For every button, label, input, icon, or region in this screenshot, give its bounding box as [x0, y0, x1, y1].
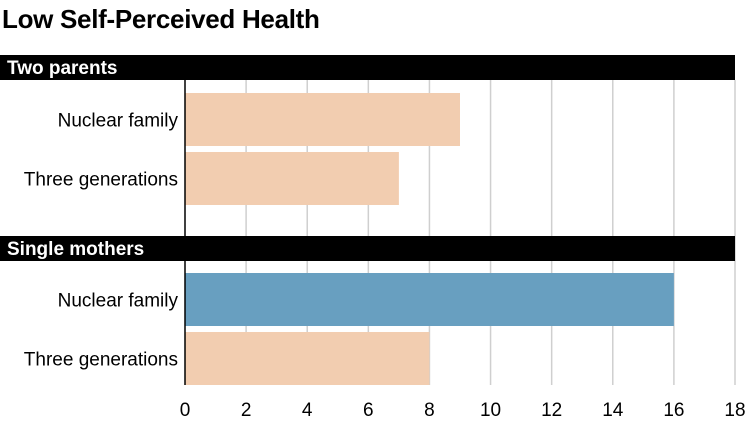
group-header-label-1: Single mothers	[7, 239, 144, 260]
category-label-1-0: Nuclear family	[58, 291, 179, 312]
chart-title: Low Self-Perceived Health	[2, 4, 320, 34]
bar-1-0	[185, 273, 674, 326]
x-tick-label-16: 16	[663, 400, 684, 421]
group-header-bg-0	[0, 55, 735, 80]
x-axis-ticks: 0 2 4 6 8 10 12 14 16 18	[180, 400, 746, 421]
x-tick-label-10: 10	[480, 400, 501, 421]
x-tick-label-14: 14	[602, 400, 624, 421]
bar-0-1	[185, 152, 399, 205]
bars	[185, 93, 674, 385]
group-header-bg-1	[0, 236, 735, 261]
category-label-1-1: Three generations	[24, 350, 178, 371]
group-header-label-0: Two parents	[7, 58, 118, 79]
group-headers: Two parents Single mothers	[0, 55, 735, 261]
category-label-0-1: Three generations	[24, 170, 178, 191]
x-tick-label-12: 12	[541, 400, 562, 421]
category-label-0-0: Nuclear family	[58, 111, 179, 132]
x-tick-label-18: 18	[724, 400, 745, 421]
x-tick-label-2: 2	[241, 400, 252, 421]
x-tick-label-6: 6	[363, 400, 374, 421]
bar-1-1	[185, 332, 430, 385]
x-tick-label-0: 0	[180, 400, 191, 421]
category-labels: Nuclear family Three generations Nuclear f…	[24, 111, 179, 371]
x-tick-label-8: 8	[424, 400, 435, 421]
x-tick-label-4: 4	[302, 400, 313, 421]
bar-0-0	[185, 93, 460, 146]
